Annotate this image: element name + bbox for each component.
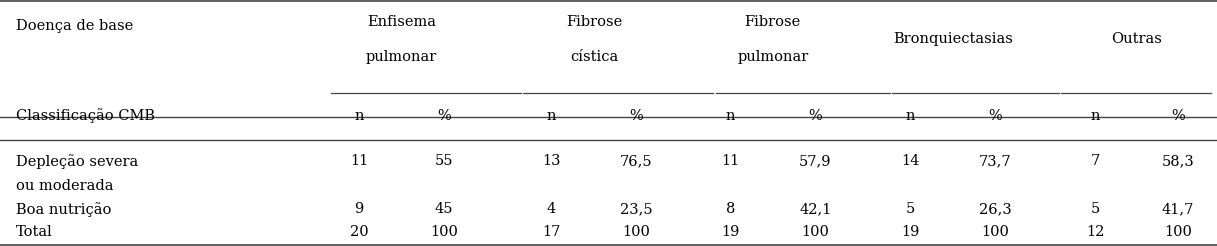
Text: 100: 100 bbox=[1165, 226, 1191, 239]
Text: n: n bbox=[354, 109, 364, 123]
Text: 26,3: 26,3 bbox=[980, 202, 1011, 216]
Text: n: n bbox=[725, 109, 735, 123]
Text: %: % bbox=[1171, 109, 1185, 123]
Text: 100: 100 bbox=[982, 226, 1009, 239]
Text: %: % bbox=[808, 109, 823, 123]
Text: Total: Total bbox=[16, 226, 52, 239]
Text: 9: 9 bbox=[354, 202, 364, 216]
Text: 17: 17 bbox=[542, 226, 561, 239]
Text: %: % bbox=[437, 109, 452, 123]
Text: 55: 55 bbox=[434, 154, 454, 168]
Text: Boa nutrição: Boa nutrição bbox=[16, 202, 111, 216]
Text: Depleção severa: Depleção severa bbox=[16, 154, 138, 169]
Text: 13: 13 bbox=[542, 154, 561, 168]
Text: Enfisema: Enfisema bbox=[368, 15, 436, 29]
Text: 11: 11 bbox=[722, 154, 739, 168]
Text: 11: 11 bbox=[350, 154, 368, 168]
Text: Outras: Outras bbox=[1111, 32, 1162, 46]
Text: 76,5: 76,5 bbox=[621, 154, 652, 168]
Text: 19: 19 bbox=[720, 226, 740, 239]
Text: 100: 100 bbox=[623, 226, 650, 239]
Text: Fibrose: Fibrose bbox=[566, 15, 622, 29]
Text: cística: cística bbox=[570, 50, 618, 64]
Text: Doença de base: Doença de base bbox=[16, 19, 133, 33]
Text: 8: 8 bbox=[725, 202, 735, 216]
Text: %: % bbox=[629, 109, 644, 123]
Text: 73,7: 73,7 bbox=[980, 154, 1011, 168]
Text: 5: 5 bbox=[1090, 202, 1100, 216]
Text: Fibrose: Fibrose bbox=[745, 15, 801, 29]
Text: 23,5: 23,5 bbox=[621, 202, 652, 216]
Text: 4: 4 bbox=[546, 202, 556, 216]
Text: n: n bbox=[1090, 109, 1100, 123]
Text: 41,7: 41,7 bbox=[1162, 202, 1194, 216]
Text: 19: 19 bbox=[901, 226, 920, 239]
Text: %: % bbox=[988, 109, 1003, 123]
Text: n: n bbox=[546, 109, 556, 123]
Text: 12: 12 bbox=[1086, 226, 1105, 239]
Text: 20: 20 bbox=[349, 226, 369, 239]
Text: pulmonar: pulmonar bbox=[738, 50, 808, 64]
Text: 100: 100 bbox=[802, 226, 829, 239]
Text: 58,3: 58,3 bbox=[1162, 154, 1194, 168]
Text: 57,9: 57,9 bbox=[800, 154, 831, 168]
Text: 5: 5 bbox=[905, 202, 915, 216]
Text: Classificação CMB: Classificação CMB bbox=[16, 108, 155, 123]
Text: 45: 45 bbox=[434, 202, 454, 216]
Text: 100: 100 bbox=[431, 226, 458, 239]
Text: pulmonar: pulmonar bbox=[366, 50, 437, 64]
Text: 14: 14 bbox=[901, 154, 920, 168]
Text: 7: 7 bbox=[1090, 154, 1100, 168]
Text: n: n bbox=[905, 109, 915, 123]
Text: ou moderada: ou moderada bbox=[16, 179, 113, 193]
Text: Bronquiectasias: Bronquiectasias bbox=[893, 32, 1013, 46]
Text: 42,1: 42,1 bbox=[800, 202, 831, 216]
